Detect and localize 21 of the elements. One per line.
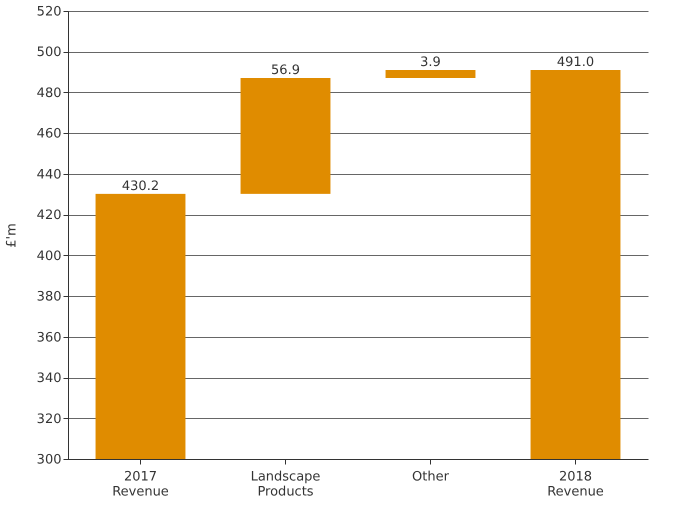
x-tick-label: Other — [412, 470, 450, 484]
y-tick-label: 520 — [36, 4, 62, 20]
data-label: 430.2 — [122, 178, 160, 194]
y-tick-label: 400 — [36, 248, 62, 264]
y-tick-label: 460 — [36, 126, 62, 142]
y-tick-label: 380 — [36, 290, 62, 305]
y-axis-title: £'m — [4, 223, 20, 248]
data-label: 491.0 — [556, 55, 594, 70]
x-tick-label: 2018 Revenue — [547, 470, 604, 500]
data-label: 3.9 — [420, 55, 441, 70]
y-tick-label: 340 — [36, 371, 62, 386]
x-tick-label: 2017 Revenue — [112, 470, 169, 500]
y-tick-label: 420 — [36, 208, 62, 224]
y-tick-label: 320 — [36, 412, 62, 427]
y-tick-label: 300 — [36, 452, 62, 468]
y-tick-label: 500 — [36, 45, 62, 60]
y-tick-label: 360 — [36, 330, 62, 346]
x-tick-label: Landscape Products — [250, 470, 320, 500]
y-tick-label: 440 — [36, 167, 62, 182]
y-tick-label: 480 — [36, 86, 62, 101]
data-label: 56.9 — [271, 62, 300, 78]
